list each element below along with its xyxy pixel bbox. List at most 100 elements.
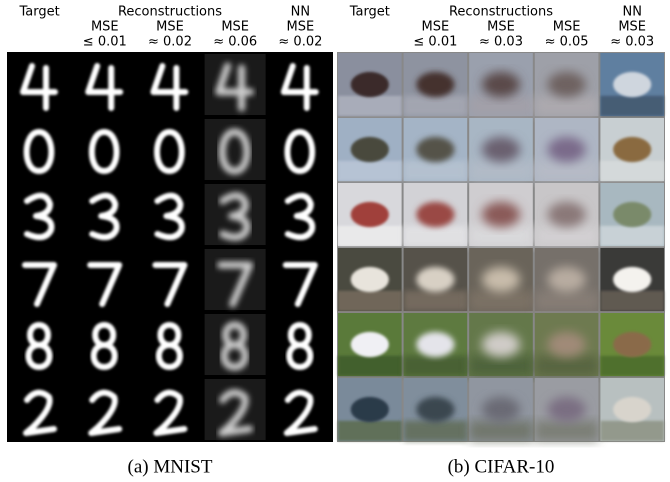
column-header: ≤ 0.01 [413,35,457,50]
object [548,72,586,97]
ground [469,226,533,246]
ground [469,291,533,311]
column-header: MSE [422,20,450,35]
object [416,72,454,97]
cifar-image [469,378,533,441]
group-header: Reconstructions [449,5,553,20]
cifar-image [404,53,468,116]
column-header: ≈ 0.03 [479,35,523,50]
ground [600,291,664,311]
cifar-image [338,183,402,246]
cifar-image [600,118,664,181]
object [482,267,520,292]
mnist-image [205,184,266,245]
ground [535,161,599,181]
target-header: Target [18,5,59,20]
object [351,332,389,357]
cifar-image [600,313,664,376]
ground [600,226,664,246]
object [613,267,651,292]
column-header: MSE [221,20,249,35]
cifar-image [469,248,533,311]
cifar-image [404,378,468,441]
column-header: ≈ 0.03 [610,35,654,50]
mnist-image [205,314,266,375]
object [482,397,520,422]
object [351,72,389,97]
cifar-image [338,313,402,376]
mnist-image [205,379,266,440]
object [613,137,651,162]
mnist-image [205,54,266,115]
ground [535,96,599,116]
ground [469,96,533,116]
cifar-image [600,53,664,116]
column-header: ≈ 0.06 [213,35,257,50]
cifar-image [469,313,533,376]
ground [404,226,468,246]
ground [535,421,599,441]
cifar-image [338,118,402,181]
column-header: NN [291,5,310,20]
cifar-image [600,183,664,246]
object [416,267,454,292]
figure: TargetReconstructionsMSE≤ 0.01MSE≈ 0.02M… [0,0,670,482]
cifar-image [404,313,468,376]
ground [404,161,468,181]
ground [469,356,533,376]
ground [338,421,402,441]
cifar-image [535,118,599,181]
cifar-image [535,53,599,116]
ground [404,421,468,441]
column-header: MSE [91,20,119,35]
ground [469,161,533,181]
cifar-image [338,53,402,116]
column-header: NN [622,5,641,20]
cifar-image [600,248,664,311]
ground [338,226,402,246]
object [613,397,651,422]
noise [205,54,266,115]
cifar-image [600,378,664,441]
column-header: ≤ 0.01 [83,35,127,50]
column-header: ≈ 0.02 [148,35,192,50]
ground [600,161,664,181]
cifar-image [338,378,402,441]
object [416,397,454,422]
column-header: ≈ 0.02 [278,35,322,50]
ground [535,356,599,376]
column-header: MSE [156,20,184,35]
object [548,397,586,422]
mnist-image [205,249,266,310]
column-header: MSE [487,20,515,35]
ground [469,421,533,441]
ground [338,356,402,376]
object [548,202,586,227]
cifar-image [535,183,599,246]
ground [600,421,664,441]
object [613,332,651,357]
cifar-image [469,183,533,246]
ground [600,96,664,116]
column-header: MSE [287,20,315,35]
object [351,397,389,422]
cifar-image [404,248,468,311]
ground [404,96,468,116]
ground [404,356,468,376]
object [482,332,520,357]
object [548,267,586,292]
cifar-image [535,248,599,311]
object [548,332,586,357]
object [482,72,520,97]
ground [338,291,402,311]
column-header: MSE [618,20,646,35]
ground [535,226,599,246]
mnist-image [205,119,266,180]
cifar-image [469,118,533,181]
object [548,137,586,162]
ground [535,291,599,311]
target-header: Target [349,5,390,20]
ground [404,291,468,311]
cifar-image [535,378,599,441]
caption: (b) CIFAR-10 [448,456,555,477]
